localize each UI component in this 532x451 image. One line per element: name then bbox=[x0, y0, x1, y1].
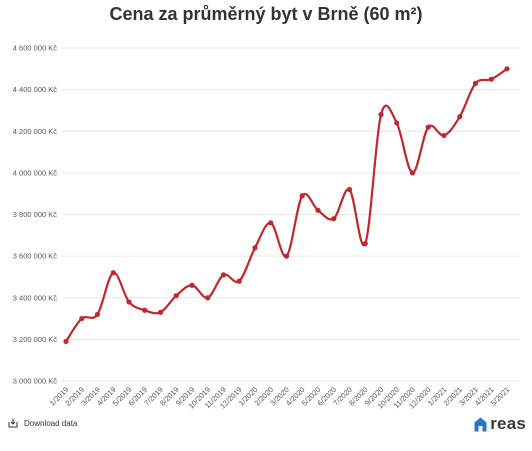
data-point[interactable] bbox=[79, 315, 85, 322]
data-points bbox=[63, 66, 510, 345]
y-tick-label: 3 200 000 Kč bbox=[13, 335, 57, 344]
data-point[interactable] bbox=[299, 193, 305, 199]
data-point[interactable] bbox=[394, 120, 400, 126]
reas-logo: reas bbox=[474, 414, 526, 434]
data-point[interactable] bbox=[173, 293, 179, 299]
y-tick-label: 4 200 000 Kč bbox=[13, 127, 57, 136]
data-point[interactable] bbox=[315, 207, 321, 213]
y-tick-label: 4 600 000 Kč bbox=[13, 44, 57, 53]
y-tick-label: 3 000 000 Kč bbox=[13, 377, 57, 386]
y-tick-label: 3 600 000 Kč bbox=[13, 252, 57, 261]
data-point[interactable] bbox=[110, 270, 116, 276]
data-point[interactable] bbox=[472, 80, 479, 86]
data-point[interactable] bbox=[488, 76, 494, 82]
y-tick-label: 3 400 000 Kč bbox=[13, 293, 57, 302]
y-tick-label: 4 400 000 Kč bbox=[13, 85, 57, 94]
download-icon bbox=[8, 418, 18, 428]
data-point[interactable] bbox=[441, 132, 447, 139]
data-point[interactable] bbox=[205, 295, 211, 301]
download-data-label: Download data bbox=[24, 418, 78, 428]
data-point[interactable] bbox=[142, 307, 148, 313]
data-point[interactable] bbox=[378, 112, 384, 118]
data-point[interactable] bbox=[346, 186, 353, 193]
download-data-button[interactable]: Download data bbox=[8, 418, 77, 428]
data-point[interactable] bbox=[63, 338, 69, 345]
data-point[interactable] bbox=[283, 253, 290, 259]
series-line bbox=[64, 67, 509, 343]
data-point[interactable] bbox=[425, 124, 431, 130]
data-point[interactable] bbox=[157, 309, 164, 315]
data-point[interactable] bbox=[457, 114, 463, 120]
reas-logo-icon bbox=[474, 417, 487, 431]
data-point[interactable] bbox=[268, 220, 274, 226]
data-point[interactable] bbox=[252, 245, 258, 251]
data-point[interactable] bbox=[94, 311, 101, 317]
data-point[interactable] bbox=[504, 66, 510, 72]
y-tick-label: 3 800 000 Kč bbox=[13, 210, 57, 219]
data-point[interactable] bbox=[409, 170, 416, 176]
series-layer bbox=[64, 67, 509, 343]
gridlines bbox=[62, 47, 520, 382]
data-point[interactable] bbox=[126, 299, 132, 305]
data-point[interactable] bbox=[236, 278, 242, 284]
data-point[interactable] bbox=[189, 282, 195, 288]
y-axis-tick-labels: 3 000 000 Kč 3 200 000 Kč 3 400 000 Kč 3 60… bbox=[13, 44, 57, 386]
y-tick-label: 4 000 000 Kč bbox=[13, 168, 57, 177]
x-axis-tick-labels: 1/20192/20193/20194/20195/20196/20197/20… bbox=[48, 385, 512, 411]
data-point[interactable] bbox=[331, 216, 337, 222]
chart-title: Cena za průměrný byt v Brně (60 m²) bbox=[109, 4, 423, 24]
data-point[interactable] bbox=[220, 272, 227, 278]
reas-logo-text: reas bbox=[490, 414, 526, 433]
data-point[interactable] bbox=[362, 241, 368, 247]
